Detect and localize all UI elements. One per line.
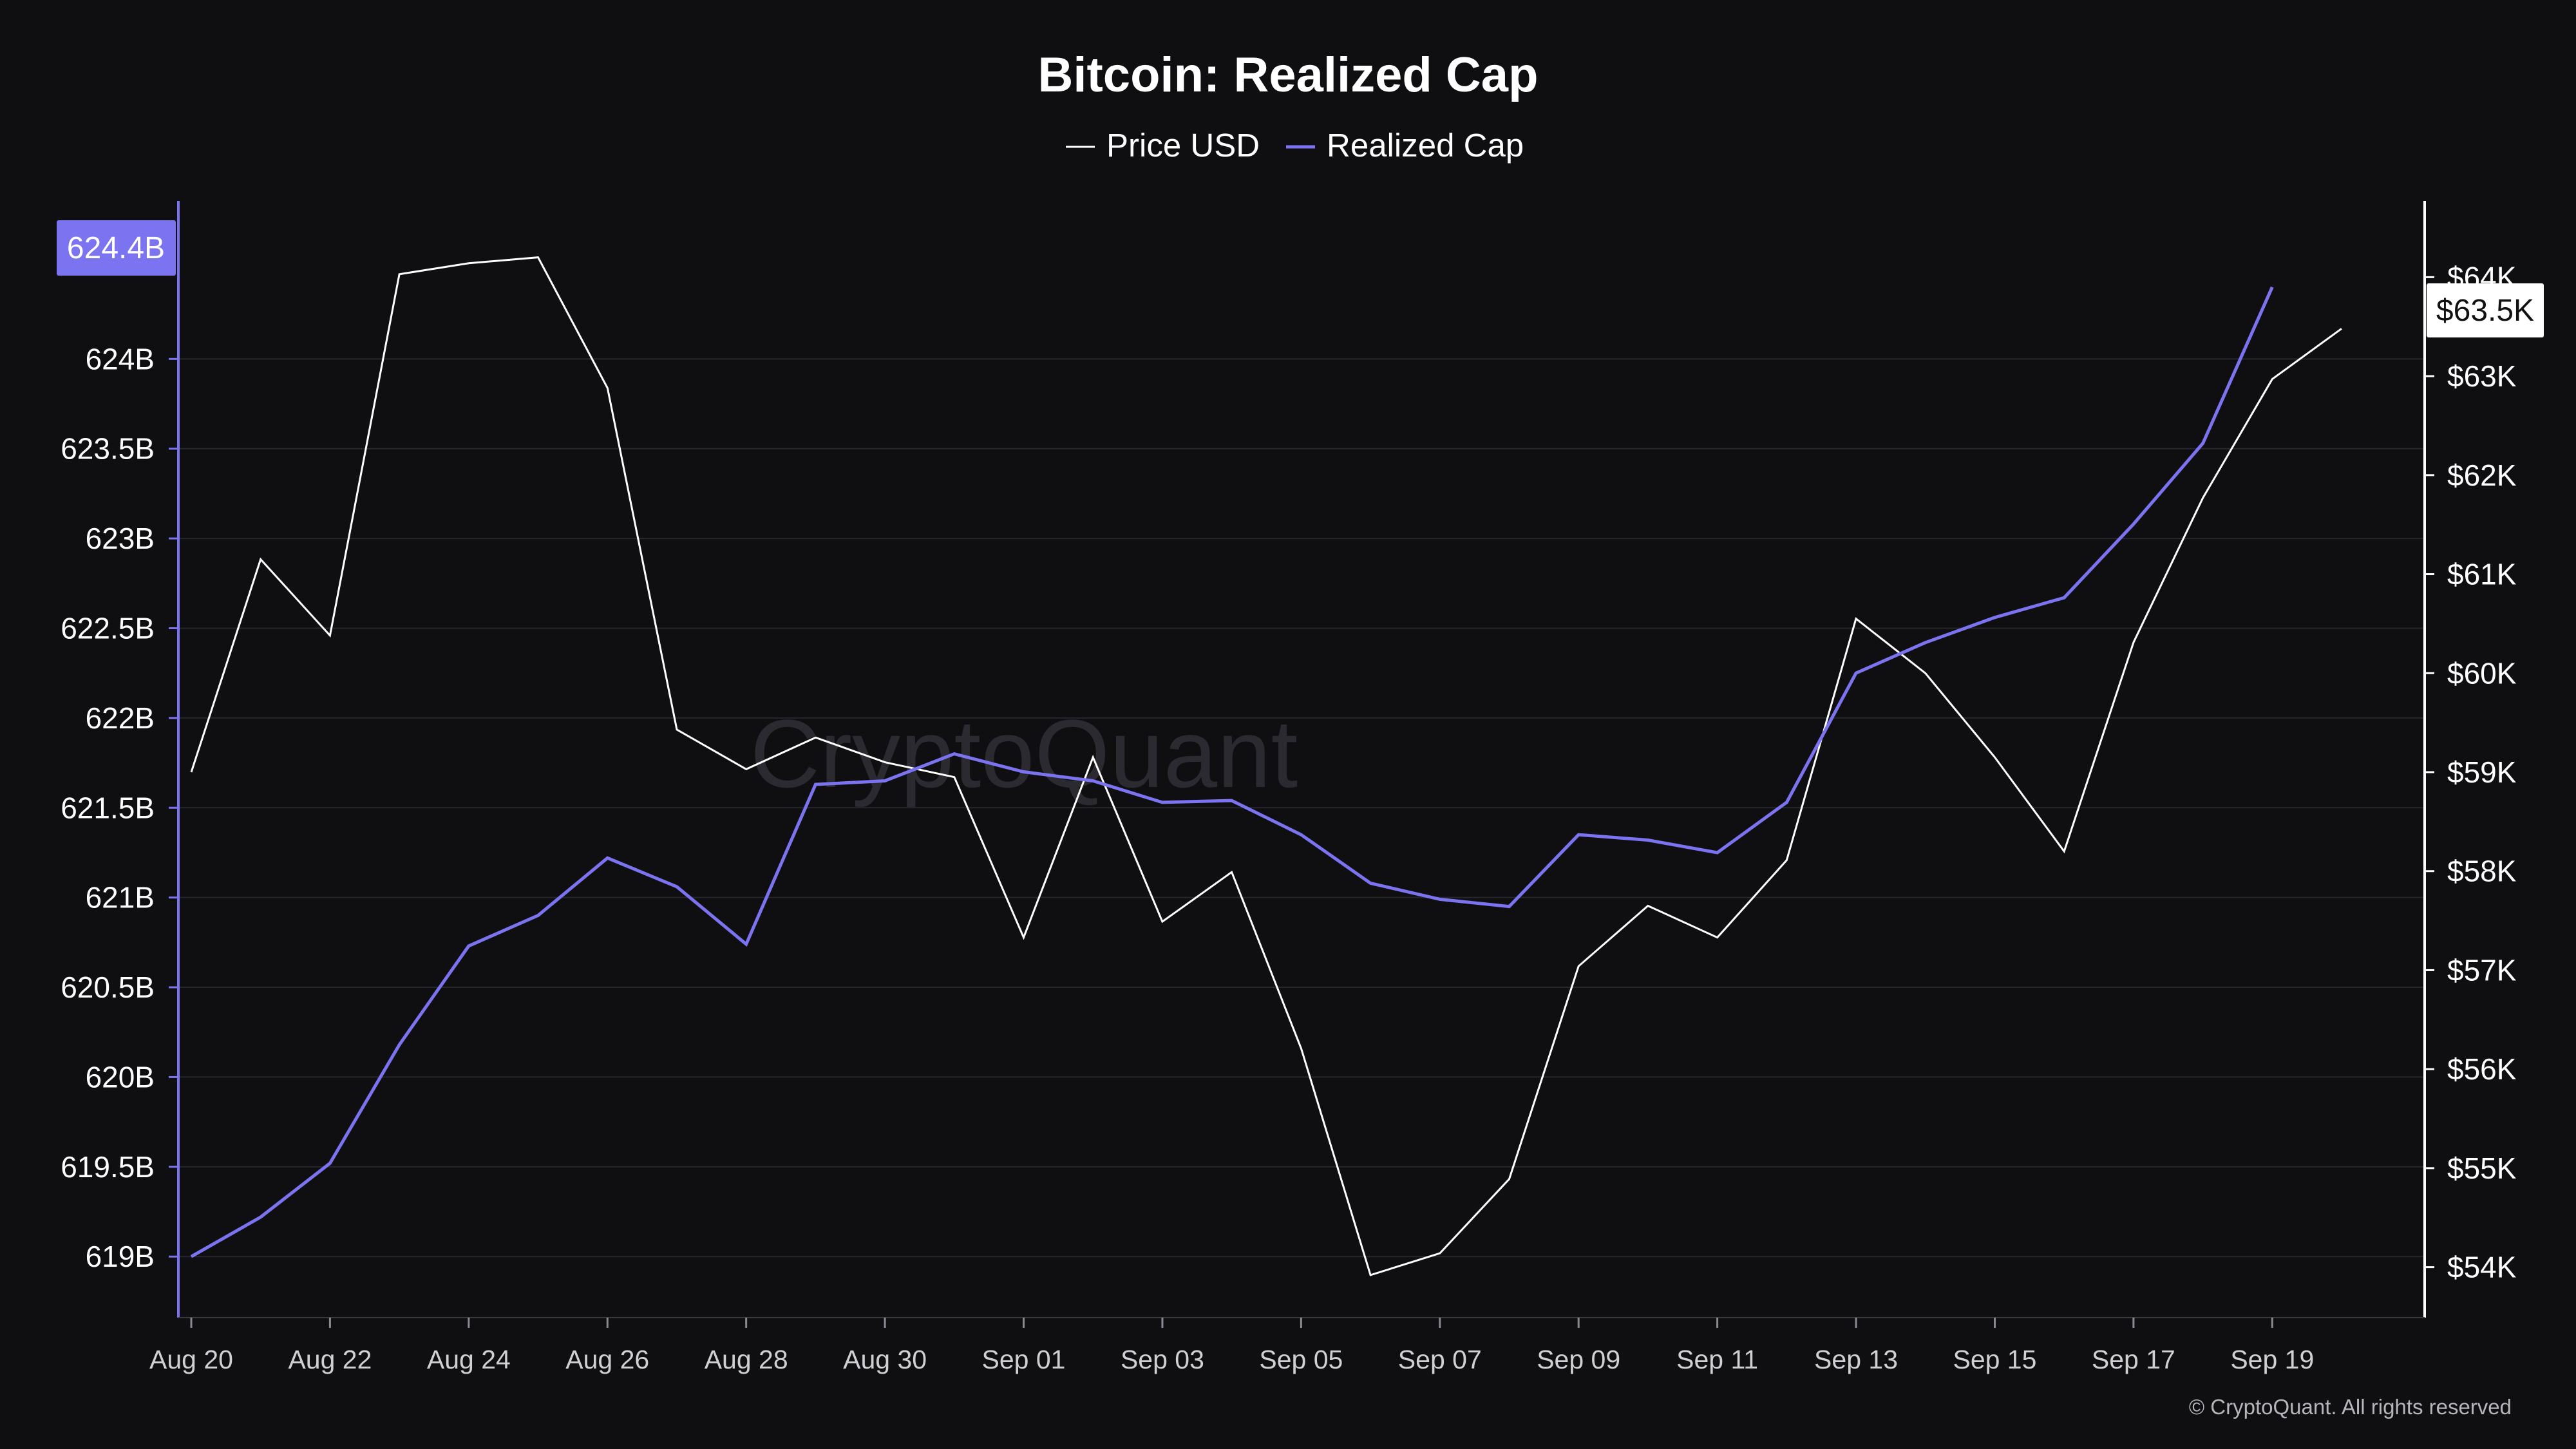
legend-realized-cap-label: Realized Cap [1327,127,1524,164]
x-tick-label: Sep 09 [1537,1345,1620,1374]
right-tick-label: $62K [2447,459,2517,492]
x-tick-label: Sep 15 [1953,1345,2036,1374]
legend-price-label: Price USD [1106,127,1260,164]
price-badge-bg [2427,283,2544,337]
x-tick-label: Aug 26 [565,1345,649,1374]
realized-cap-current-badge: 624.4B [57,220,176,276]
price-current-badge: $63.5K [2427,283,2544,337]
left-tick-label: 623.5B [61,432,155,466]
left-tick-label: 621B [86,881,155,914]
realized-cap-badge-bg [57,220,176,276]
x-tick-label: Sep 11 [1676,1345,1758,1374]
left-tick-label: 622B [86,701,155,735]
x-tick-label: Sep 07 [1398,1345,1482,1374]
x-tick-label: Sep 17 [2092,1345,2175,1374]
left-tick-label: 619.5B [61,1150,155,1184]
right-tick-label: $57K [2447,953,2517,987]
left-tick-label: 620B [86,1060,155,1094]
realized-cap-badge-text: 624.4B [67,231,165,265]
right-tick-label: $60K [2447,656,2517,690]
x-tick-label: Sep 13 [1814,1345,1898,1374]
watermark: CryptoQuant [750,699,1298,808]
gridlines [178,358,2425,1258]
x-tick-label: Aug 30 [843,1345,927,1374]
realized-cap-series-line [190,286,2274,1258]
right-tick-label: $55K [2447,1151,2517,1185]
x-tick-label: Sep 01 [982,1345,1066,1374]
x-tick-label: Sep 05 [1259,1345,1343,1374]
right-tick-label: $63K [2447,359,2517,393]
x-tick-label: Aug 28 [705,1345,788,1374]
left-tick-label: 621.5B [61,791,155,824]
right-tick-label: $54K [2447,1251,2517,1284]
left-axis-ticks: 619B 619.5B 620B 620.5B 621B 621.5B 622B 622.5B… [61,342,178,1273]
price-badge-text: $63.5K [2436,294,2534,328]
x-axis-ticks: Aug 20 Aug 22 Aug 24 Aug 26 Aug 28 Aug 30 Sep … [149,1318,2314,1374]
left-tick-label: 623B [86,522,155,555]
x-tick-label: Sep 03 [1121,1345,1204,1374]
left-tick-label: 622.5B [61,611,155,645]
legend: Price USD Realized Cap [1066,127,1524,164]
x-tick-label: Aug 22 [288,1345,372,1374]
right-tick-label: $56K [2447,1052,2517,1086]
right-axis-ticks: $54K $55K $56K $57K $58K $59K $60K $61K $62K $63K… [2425,260,2517,1284]
chart-title: Bitcoin: Realized Cap [1038,48,1539,102]
x-tick-label: Sep 19 [2230,1345,2314,1374]
left-tick-label: 619B [86,1240,155,1273]
right-tick-label: $61K [2447,558,2517,591]
left-tick-label: 624B [86,342,155,375]
price-usd-series-line [190,256,2342,1276]
right-tick-label: $59K [2447,755,2517,789]
left-tick-label: 620.5B [61,971,155,1004]
copyright-text: © CryptoQuant. All rights reserved [2189,1395,2512,1419]
x-tick-label: Aug 24 [427,1345,511,1374]
right-tick-label: $58K [2447,855,2517,888]
x-tick-label: Aug 20 [149,1345,233,1374]
